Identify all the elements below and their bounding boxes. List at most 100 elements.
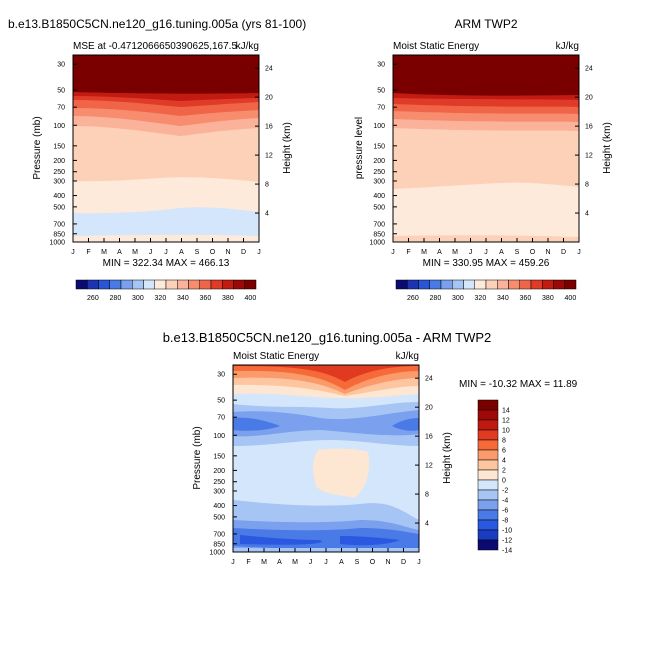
colorbar-swatch (395, 279, 408, 290)
colorbar3-swatch (477, 539, 499, 551)
y-tick-label: 200 (373, 158, 385, 165)
y-tick-label: 150 (53, 143, 65, 150)
panel2-units: kJ/kg (556, 41, 579, 52)
panel2-ylabel-right: Height (km) (602, 122, 613, 174)
y-tick-label: 850 (373, 231, 385, 238)
colorbar3-swatch (477, 419, 499, 431)
x-tick-label: J (484, 249, 488, 256)
y2-tick-label: 16 (425, 434, 433, 441)
x-tick-label: J (391, 249, 395, 256)
colorbar-label: 380 (222, 295, 234, 302)
colorbar-label: 380 (542, 295, 554, 302)
y-tick-label: 50 (57, 88, 65, 95)
y-tick-label: 700 (53, 221, 65, 228)
y-tick-label: 200 (53, 158, 65, 165)
y2-tick-label: 20 (265, 95, 273, 102)
y-tick-label: 1000 (49, 240, 65, 247)
colorbar-label: 320 (155, 295, 167, 302)
colorbar-swatch (440, 279, 453, 290)
y2-tick-label: 12 (265, 153, 273, 160)
panel2-contour-fill (393, 55, 579, 242)
x-tick-label: J (257, 249, 261, 256)
panel3-center-title: b.e13.B1850C5CN.ne120_g16.tuning.005a - … (163, 330, 492, 345)
colorbar3-label: 0 (502, 478, 506, 485)
colorbar-swatch (154, 279, 167, 290)
y-tick-label: 300 (373, 178, 385, 185)
y-tick-label: 250 (213, 479, 225, 486)
colorbar-swatch (210, 279, 223, 290)
colorbar3-swatch (477, 459, 499, 471)
colorbar3-swatch (477, 409, 499, 421)
panel2-minmax: MIN = 330.95 MAX = 459.26 (423, 258, 550, 269)
colorbar-swatch (132, 279, 144, 290)
x-tick-label: D (241, 249, 246, 256)
colorbar-swatch (452, 279, 464, 290)
y2-tick-label: 4 (265, 211, 269, 218)
colorbar-swatch (530, 279, 543, 290)
colorbar3-swatch (477, 519, 499, 531)
x-tick-label: A (179, 249, 184, 256)
colorbar3-label: 10 (502, 428, 510, 435)
x-tick-label: N (385, 559, 390, 566)
panel2-center-title: ARM TWP2 (454, 17, 517, 31)
x-tick-label: J (469, 249, 473, 256)
colorbar-swatch (553, 279, 565, 290)
y2-tick-label: 12 (585, 153, 593, 160)
colorbar-swatch (98, 279, 110, 290)
colorbar3-swatch (477, 399, 499, 411)
y-tick-label: 400 (213, 503, 225, 510)
y-tick-label: 700 (373, 221, 385, 228)
x-tick-label: N (545, 249, 550, 256)
colorbar-swatch (222, 279, 234, 290)
y-tick-label: 150 (213, 453, 225, 460)
panel-obs: ARM TWP2 Moist Static Energy kJ/kg press… (354, 17, 613, 269)
y2-tick-label: 24 (265, 66, 273, 73)
y-tick-label: 30 (217, 372, 225, 379)
x-tick-label: J (164, 249, 168, 256)
x-tick-label: M (292, 559, 298, 566)
y-tick-label: 100 (213, 433, 225, 440)
x-tick-label: J (231, 559, 235, 566)
panel3-minmax: MIN = -10.32 MAX = 11.89 (459, 379, 578, 390)
panel-model: b.e13.B1850C5CN.ne120_g16.tuning.005a (y… (8, 17, 306, 269)
panel3-ylabel-right: Height (km) (442, 432, 453, 484)
colorbar3-label: 8 (502, 438, 506, 445)
y-tick-label: 250 (373, 169, 385, 176)
x-tick-label: J (577, 249, 581, 256)
colorbar3-swatch (477, 529, 499, 541)
colorbar-swatch (188, 279, 200, 290)
panel1-units: kJ/kg (236, 41, 259, 52)
y-tick-label: 500 (53, 204, 65, 211)
y-tick-label: 70 (217, 415, 225, 422)
colorbar3-swatch (477, 479, 499, 491)
colorbar3-swatch (477, 429, 499, 441)
colorbar-label: 340 (177, 295, 189, 302)
panel3-left-title: Moist Static Energy (233, 351, 319, 362)
colorbar3-label: -10 (502, 528, 512, 535)
colorbar3-label: 14 (502, 408, 510, 415)
panel1-contour-fill (73, 55, 259, 242)
x-tick-label: M (261, 559, 267, 566)
y-tick-label: 300 (53, 178, 65, 185)
y-tick-label: 70 (377, 105, 385, 112)
colorbar3-label: -2 (502, 488, 508, 495)
y-tick-label: 50 (217, 398, 225, 405)
y2-tick-label: 8 (265, 182, 269, 189)
x-tick-label: F (86, 249, 90, 256)
x-tick-label: J (71, 249, 75, 256)
x-tick-label: J (417, 559, 421, 566)
x-tick-label: J (149, 249, 153, 256)
colorbar-swatch (177, 279, 189, 290)
axes-layer: J F M A M J J A S O N D J305070100150200250300400500… (49, 62, 592, 566)
colorbar-label: 320 (475, 295, 487, 302)
x-tick-label: D (401, 559, 406, 566)
x-tick-label: A (117, 249, 122, 256)
colorbar3-swatch (477, 449, 499, 461)
y2-tick-label: 16 (265, 124, 273, 131)
y2-tick-label: 4 (425, 521, 429, 528)
panel-difference: b.e13.B1850C5CN.ne120_g16.tuning.005a - … (163, 330, 578, 553)
x-tick-label: S (515, 249, 520, 256)
colorbar3-label: -12 (502, 538, 512, 545)
colorbar-swatch (87, 279, 99, 290)
y-tick-label: 400 (53, 193, 65, 200)
